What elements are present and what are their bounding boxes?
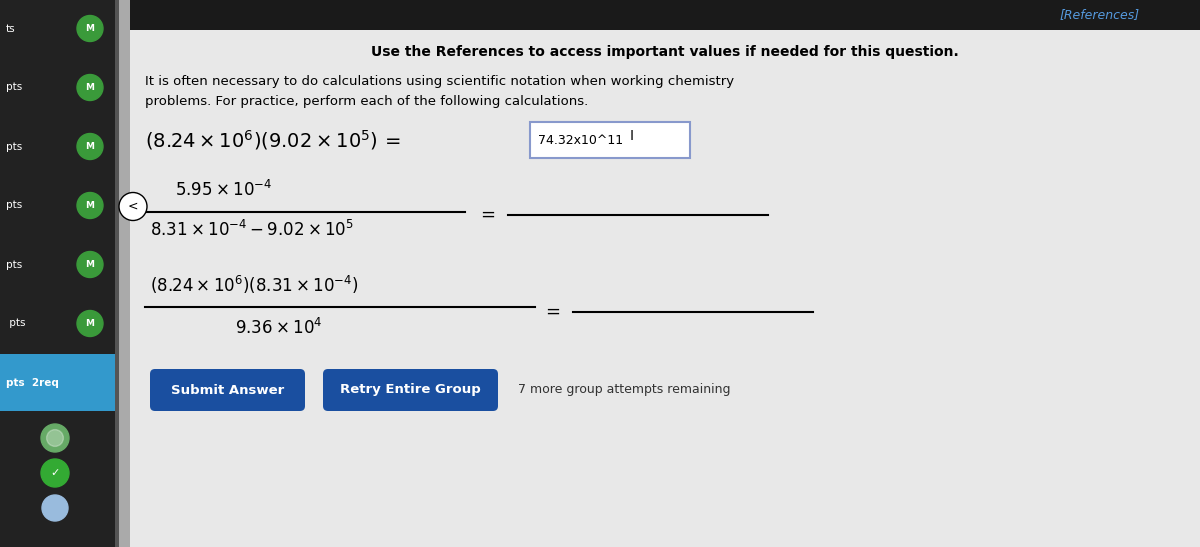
Bar: [0, 538, 115, 547]
Text: =: =: [545, 302, 560, 321]
Bar: [530, 122, 690, 158]
Circle shape: [42, 495, 68, 521]
Text: M: M: [85, 201, 95, 210]
Bar: [115, 0, 119, 547]
FancyBboxPatch shape: [323, 369, 498, 411]
Circle shape: [77, 74, 103, 101]
Circle shape: [41, 459, 70, 487]
Text: pts  2req: pts 2req: [6, 377, 59, 387]
Text: pts: pts: [6, 142, 23, 152]
Circle shape: [77, 311, 103, 336]
Text: 7 more group attempts remaining: 7 more group attempts remaining: [518, 383, 731, 397]
Text: M: M: [85, 142, 95, 151]
Text: M: M: [85, 319, 95, 328]
Text: pts: pts: [6, 318, 25, 329]
Text: [References]: [References]: [1060, 9, 1140, 21]
Text: Retry Entire Group: Retry Entire Group: [340, 383, 481, 397]
Bar: [130, 30, 1200, 547]
Text: It is often necessary to do calculations using scientific notation when working : It is often necessary to do calculations…: [145, 75, 734, 89]
Text: ts: ts: [6, 24, 16, 33]
Text: =: =: [480, 206, 496, 224]
Bar: [0, 118, 115, 175]
Text: $\left(8.24\times10^{6}\right)\left(8.31\times10^{-4}\right)$: $\left(8.24\times10^{6}\right)\left(8.31…: [150, 274, 359, 296]
Circle shape: [77, 193, 103, 218]
Circle shape: [77, 15, 103, 42]
Text: pts: pts: [6, 83, 23, 92]
Circle shape: [77, 252, 103, 277]
Text: I: I: [630, 129, 634, 143]
Bar: [0, 236, 115, 293]
Bar: [0, 295, 115, 352]
Text: Submit Answer: Submit Answer: [170, 383, 284, 397]
Text: ✓: ✓: [50, 468, 60, 478]
Text: pts: pts: [6, 259, 23, 270]
Bar: [0, 354, 115, 411]
Bar: [0, 177, 115, 234]
Text: $5.95\times10^{-4}$: $5.95\times10^{-4}$: [175, 180, 272, 200]
FancyBboxPatch shape: [150, 369, 305, 411]
Text: <: <: [127, 200, 138, 213]
Bar: [0, 0, 115, 547]
Circle shape: [47, 429, 64, 446]
Circle shape: [41, 424, 70, 452]
Bar: [119, 0, 130, 547]
Text: 74.32x10^11: 74.32x10^11: [538, 133, 623, 147]
Bar: [0, 59, 115, 116]
Text: M: M: [85, 83, 95, 92]
Text: $8.31\times10^{-4}-9.02\times10^{5}$: $8.31\times10^{-4}-9.02\times10^{5}$: [150, 220, 354, 240]
Text: $9.36\times10^{4}$: $9.36\times10^{4}$: [235, 318, 323, 338]
Text: Use the References to access important values if needed for this question.: Use the References to access important v…: [371, 45, 959, 59]
Text: M: M: [85, 24, 95, 33]
Text: problems. For practice, perform each of the following calculations.: problems. For practice, perform each of …: [145, 96, 588, 108]
Circle shape: [77, 133, 103, 160]
Bar: [0, 0, 115, 57]
Text: $\left(8.24\times10^{6}\right)\left(9.02\times10^{5}\right)\,=$: $\left(8.24\times10^{6}\right)\left(9.02…: [145, 128, 401, 152]
Text: pts: pts: [6, 201, 23, 211]
Circle shape: [119, 193, 148, 220]
Bar: [130, 0, 1200, 30]
Text: M: M: [85, 260, 95, 269]
